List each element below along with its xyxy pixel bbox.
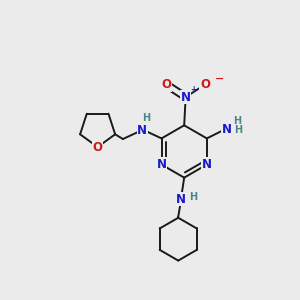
Text: O: O (200, 78, 210, 91)
Text: H: H (189, 192, 197, 202)
Text: H: H (234, 116, 242, 126)
Text: H: H (234, 125, 242, 135)
Text: +: + (191, 85, 197, 94)
Text: N: N (176, 193, 186, 206)
Text: N: N (222, 123, 232, 136)
Text: N: N (202, 158, 212, 171)
Text: N: N (137, 124, 147, 136)
Text: −: − (215, 74, 224, 84)
Text: O: O (93, 140, 103, 154)
Text: N: N (157, 158, 166, 171)
Text: H: H (142, 113, 150, 123)
Text: O: O (161, 78, 171, 91)
Text: N: N (181, 91, 191, 103)
